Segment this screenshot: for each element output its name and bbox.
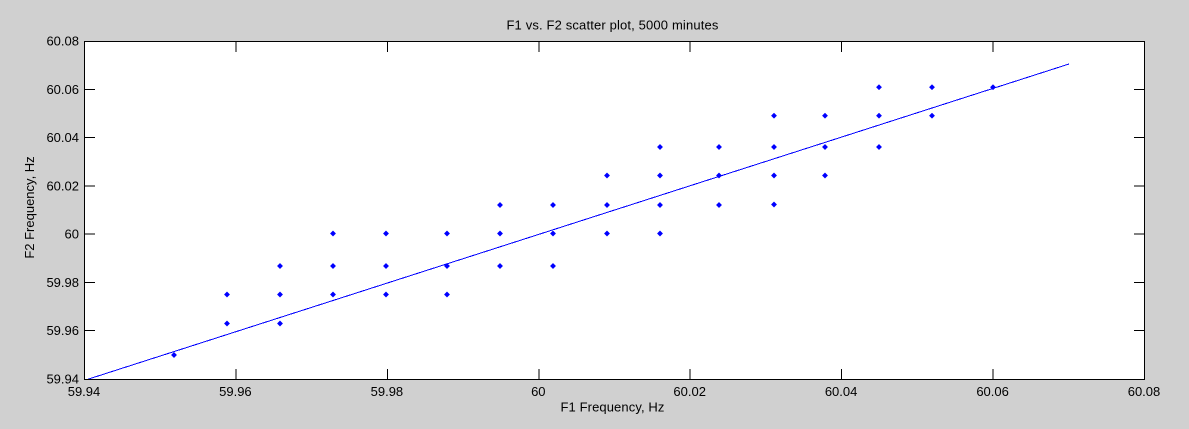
svg-text:59.94: 59.94: [68, 384, 101, 399]
svg-text:59.96: 59.96: [46, 323, 79, 338]
svg-text:F1 Frequency, Hz: F1 Frequency, Hz: [561, 400, 665, 415]
svg-text:60.04: 60.04: [825, 384, 858, 399]
svg-text:F1 vs. F2 scatter plot, 5000 m: F1 vs. F2 scatter plot, 5000 minutes: [506, 18, 718, 33]
svg-text:59.98: 59.98: [371, 384, 404, 399]
svg-text:59.96: 59.96: [219, 384, 252, 399]
svg-text:60.06: 60.06: [46, 82, 79, 97]
svg-text:60.08: 60.08: [46, 34, 79, 49]
svg-text:60.02: 60.02: [673, 384, 706, 399]
svg-text:60.04: 60.04: [46, 130, 79, 145]
svg-text:60.02: 60.02: [46, 178, 79, 193]
svg-text:F2 Frequency, Hz: F2 Frequency, Hz: [22, 156, 37, 258]
svg-text:59.94: 59.94: [46, 372, 79, 387]
svg-text:59.98: 59.98: [46, 275, 79, 290]
svg-text:60: 60: [531, 384, 545, 399]
svg-text:60: 60: [65, 227, 79, 242]
svg-text:60.06: 60.06: [976, 384, 1009, 399]
svg-text:60.08: 60.08: [1128, 384, 1161, 399]
